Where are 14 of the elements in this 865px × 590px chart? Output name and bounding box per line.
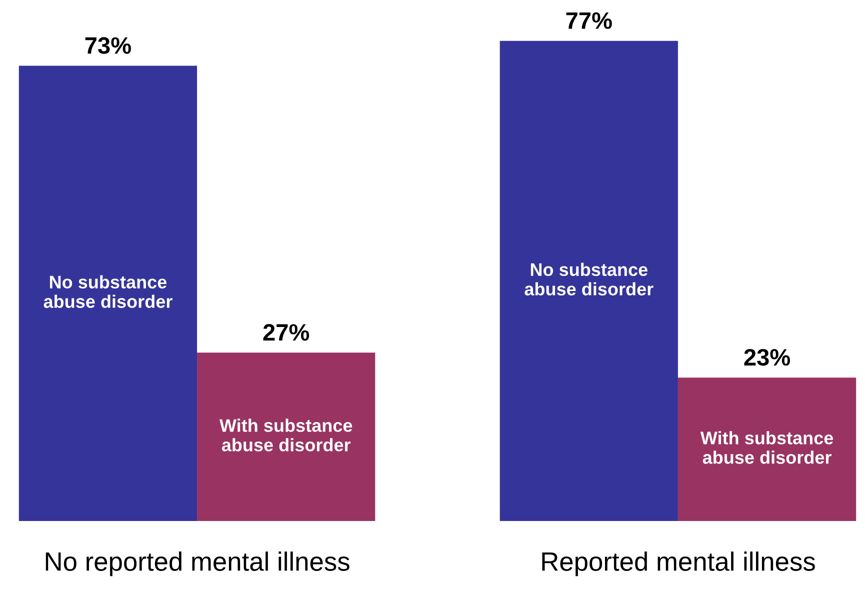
bar bbox=[500, 40, 678, 521]
bar bbox=[678, 378, 856, 521]
series-label: With substance abuse disorder bbox=[700, 431, 834, 464]
data-label: 77% bbox=[566, 12, 612, 29]
text: No substance abuse disorder bbox=[524, 262, 654, 296]
bar bbox=[18, 66, 198, 521]
x-tick-label: No reported mental illness bbox=[46, 552, 350, 576]
text: With substance abuse disorder bbox=[219, 418, 352, 452]
data-label: 23% bbox=[744, 348, 790, 366]
data-label: 27% bbox=[263, 324, 310, 341]
series-label: No substance abuse disorder bbox=[44, 275, 172, 308]
data-label: 73% bbox=[85, 37, 131, 54]
bar bbox=[197, 352, 376, 521]
x-tick-label: Reported mental illness bbox=[542, 552, 815, 576]
